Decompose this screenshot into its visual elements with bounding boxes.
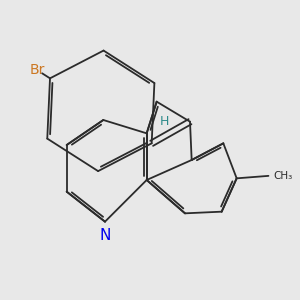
Text: H: H: [160, 115, 169, 128]
Text: N: N: [99, 228, 111, 243]
Text: Br: Br: [30, 63, 45, 77]
Text: CH₃: CH₃: [273, 171, 292, 181]
